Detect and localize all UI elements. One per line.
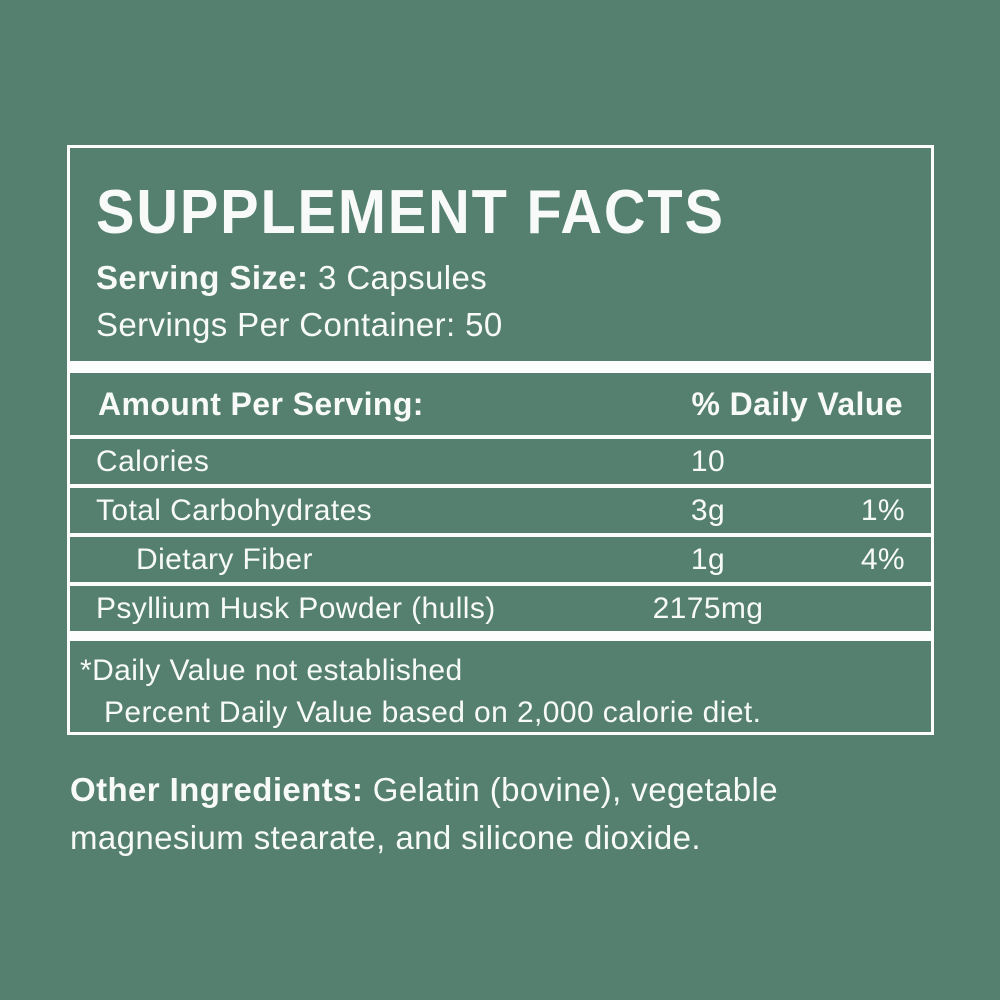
daily-value-header: % Daily Value (691, 385, 903, 422)
nutrient-daily-value: 4% (860, 542, 905, 576)
panel-header: SUPPLEMENT FACTS Serving Size: 3 Capsule… (70, 148, 931, 361)
nutrient-amount: 10 (690, 444, 726, 478)
table-row: Psyllium Husk Powder (hulls) 2175mg (70, 582, 931, 631)
serving-size-line: Serving Size: 3 Capsules (96, 254, 905, 301)
footnote-daily-value: *Daily Value not established (80, 654, 463, 687)
table-row: Total Carbohydrates 3g 1% (70, 484, 931, 533)
servings-per-container-line: Servings Per Container: 50 (96, 306, 503, 343)
panel-title: SUPPLEMENT FACTS (96, 178, 725, 247)
nutrient-amount: 1g (690, 542, 726, 576)
nutrient-name: Dietary Fiber (136, 542, 313, 576)
table-row: Dietary Fiber 1g 4% (70, 533, 931, 582)
other-ingredients: Other Ingredients: Gelatin (bovine), veg… (70, 766, 934, 862)
supplement-facts-panel: SUPPLEMENT FACTS Serving Size: 3 Capsule… (67, 145, 934, 735)
footnote-section: *Daily Value not established Percent Dai… (70, 641, 931, 732)
nutrient-name: Calories (96, 444, 210, 478)
serving-size-value: 3 Capsules (308, 259, 488, 296)
nutrient-rows: Calories 10 Total Carbohydrates 3g 1% Dietary… (70, 435, 931, 631)
serving-size-label: Serving Size: (96, 259, 309, 296)
header-divider (70, 361, 931, 373)
table-row: Calories 10 (70, 435, 931, 484)
other-ingredients-text: Gelatin (bovine), vegetable magnesium st… (70, 771, 779, 856)
other-ingredients-label: Other Ingredients: (70, 771, 364, 808)
amount-per-serving-header: Amount Per Serving: (98, 385, 424, 422)
nutrient-name: Psyllium Husk Powder (hulls) (96, 591, 496, 625)
nutrient-name: Total Carbohydrates (96, 493, 373, 527)
nutrient-daily-value: 1% (860, 493, 905, 527)
nutrient-amount: 3g (690, 493, 726, 527)
footnote-percent-daily-value: Percent Daily Value based on 2,000 calor… (104, 696, 762, 729)
table-header-row: Amount Per Serving: % Daily Value (70, 373, 931, 435)
footnote-divider (70, 631, 931, 641)
nutrient-amount: 2175mg (652, 591, 764, 625)
